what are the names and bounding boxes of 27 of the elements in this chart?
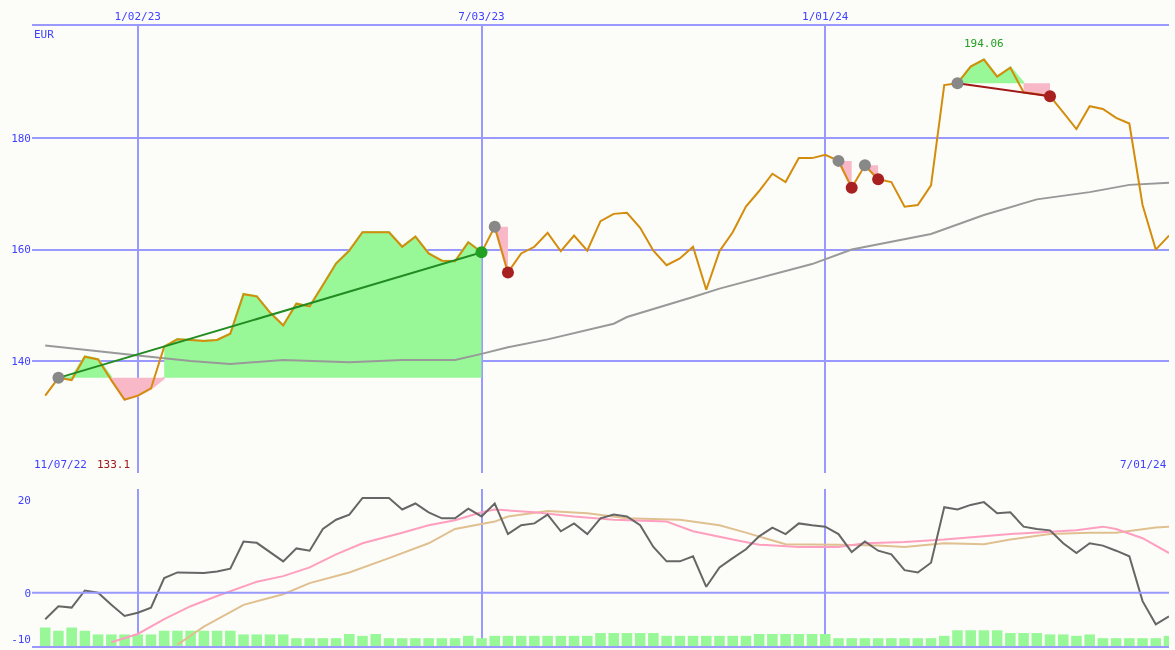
y-tick-label: 140 <box>11 354 31 368</box>
point <box>872 173 885 186</box>
annotation: 11/07/22 <box>34 458 87 471</box>
point <box>475 246 488 259</box>
y-tick-label: 180 <box>11 131 31 145</box>
point <box>858 159 871 172</box>
x-tick-label: 1/01/24 <box>802 10 849 24</box>
y-tick-label: 0 <box>24 586 31 600</box>
point <box>845 181 858 194</box>
point <box>832 154 845 167</box>
point <box>488 220 501 233</box>
point <box>52 371 65 384</box>
line-series <box>44 496 1169 626</box>
annotation: 194.06 <box>964 37 1004 50</box>
y-tick-label: -10 <box>11 632 31 646</box>
annotation: 7/01/24 <box>1120 458 1167 471</box>
x-tick-label: 1/02/23 <box>114 10 161 24</box>
point <box>951 77 964 90</box>
line-series <box>44 58 1169 401</box>
y-tick-label: 160 <box>11 243 31 257</box>
y-tick-label: 20 <box>17 494 31 508</box>
point <box>501 266 514 279</box>
point <box>1044 90 1057 103</box>
annotation: 133.1 <box>97 458 131 471</box>
line-series <box>44 181 1169 365</box>
y-axis-title: EUR <box>34 28 55 41</box>
x-tick-label: 7/03/23 <box>458 10 505 24</box>
